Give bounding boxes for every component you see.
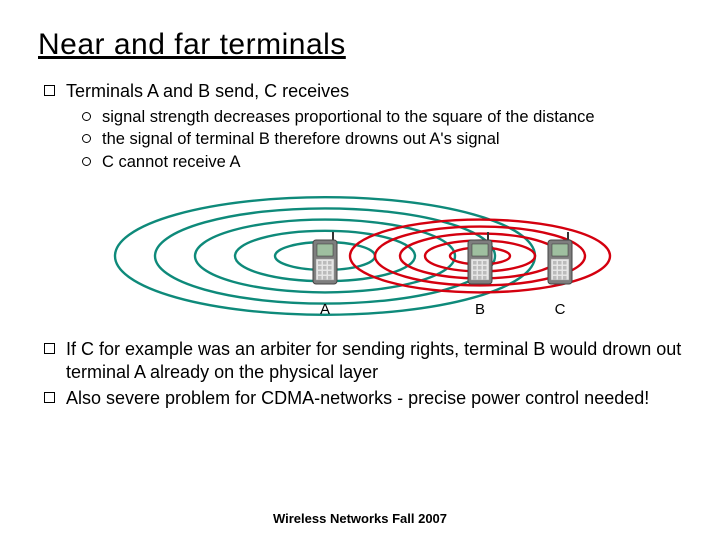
bullet-1-text: Terminals A and B send, C receives [66,81,349,101]
slide-title: Near and far terminals [38,28,682,62]
terminal-label-c: C [555,301,566,318]
bullet-1-sublist: signal strength decreases proportional t… [66,107,682,173]
slide: Near and far terminals Terminals A and B… [0,0,720,540]
diagram-container: A B C [38,176,682,336]
slide-footer: Wireless Networks Fall 2007 [0,511,720,526]
near-far-diagram: A B C [100,176,620,336]
terminal-label-a: A [320,301,330,318]
bullet-1-sub-1: signal strength decreases proportional t… [82,107,682,128]
bullet-list-bottom: If C for example was an arbiter for send… [38,338,682,410]
bullet-1: Terminals A and B send, C receives signa… [44,80,682,172]
bullet-1-sub-2: the signal of terminal B therefore drown… [82,129,682,150]
bullet-list-top: Terminals A and B send, C receives signa… [38,80,682,172]
bullet-1-sub-3: C cannot receive A [82,152,682,173]
bullet-3: Also severe problem for CDMA-networks - … [44,387,682,410]
bullet-2: If C for example was an arbiter for send… [44,338,682,383]
terminal-label-b: B [475,301,485,318]
